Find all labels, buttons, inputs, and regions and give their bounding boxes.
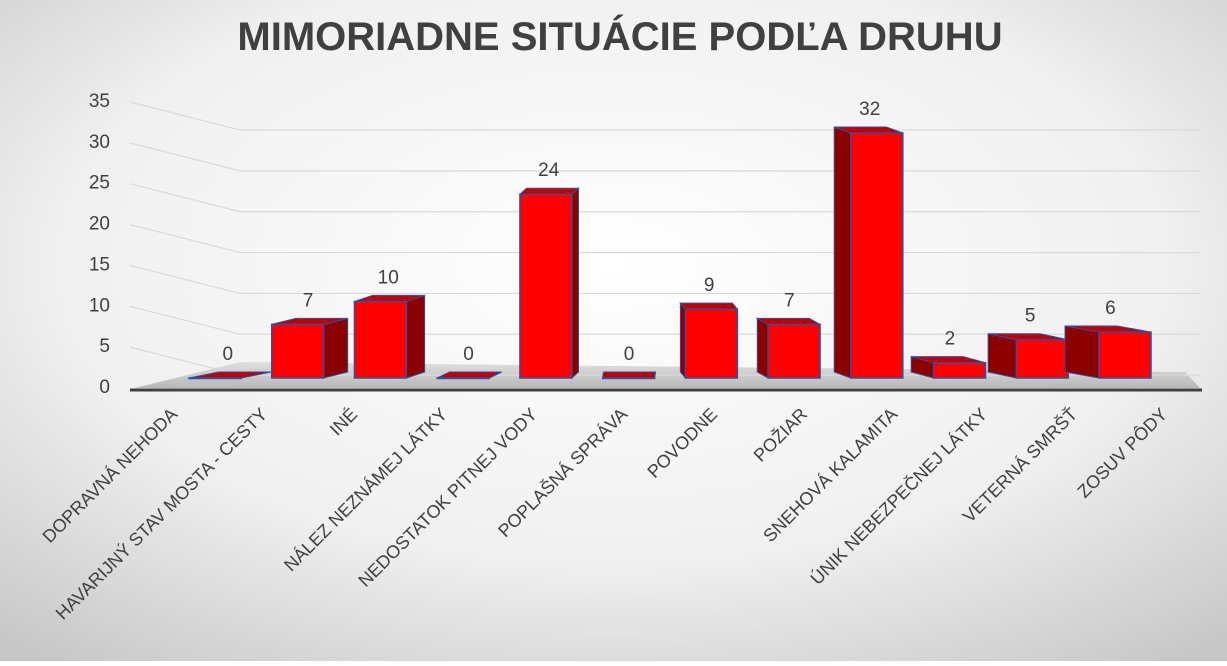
y-tick-label: 10 [89, 295, 110, 316]
bar [519, 193, 573, 379]
bar [684, 308, 739, 379]
y-tick-label: 15 [89, 254, 110, 275]
bar-side [987, 333, 1017, 379]
bar-group [987, 333, 1070, 379]
bar-side [405, 294, 426, 379]
bar [188, 377, 242, 380]
bar-top [679, 302, 739, 310]
y-tick-label: 25 [89, 173, 110, 194]
value-label: 0 [222, 344, 233, 365]
bar-top [436, 371, 502, 379]
value-label: 5 [1025, 306, 1036, 327]
bar-top [518, 187, 580, 195]
y-tick-label: 30 [89, 132, 110, 153]
bar-group [910, 356, 987, 379]
bar [1098, 331, 1152, 379]
value-label: 32 [859, 99, 880, 120]
value-label: 24 [538, 160, 560, 181]
value-label: 0 [463, 344, 474, 365]
bar-group [679, 301, 739, 380]
value-label: 10 [378, 267, 399, 288]
bar-group [436, 371, 502, 380]
bar-group [353, 294, 426, 379]
bar-side [323, 317, 349, 379]
bar-group [601, 371, 657, 380]
bar-group [833, 126, 904, 379]
y-tick-label: 20 [89, 214, 110, 235]
bar-side [571, 187, 579, 380]
chart-title: MIMORIADNE SITUÁCIE PODĽA DRUHU [237, 14, 1002, 59]
bar-side [756, 317, 769, 379]
value-label: 2 [945, 329, 956, 350]
value-label: 7 [303, 290, 314, 311]
value-label: 6 [1105, 298, 1116, 319]
bar [270, 323, 325, 379]
y-tick-label: 0 [99, 377, 110, 398]
bar [932, 361, 987, 379]
bar [436, 377, 490, 380]
bar-group [1064, 325, 1152, 379]
bar-side [1064, 325, 1100, 379]
bar-group [188, 371, 271, 380]
bar-top [755, 317, 823, 325]
bar-group [270, 317, 349, 379]
value-label: 9 [704, 275, 715, 296]
bar [1015, 338, 1070, 379]
bar-group [518, 187, 580, 380]
bar-top [602, 371, 657, 379]
y-tick-label: 35 [89, 91, 110, 112]
y-tick-label: 5 [99, 336, 110, 357]
bar [850, 132, 904, 379]
value-label: 0 [624, 344, 635, 365]
bar-side [833, 126, 852, 379]
bar [767, 323, 821, 379]
bar [601, 377, 656, 380]
bar-group [755, 317, 823, 379]
bar [353, 300, 408, 379]
value-label: 7 [784, 290, 795, 311]
